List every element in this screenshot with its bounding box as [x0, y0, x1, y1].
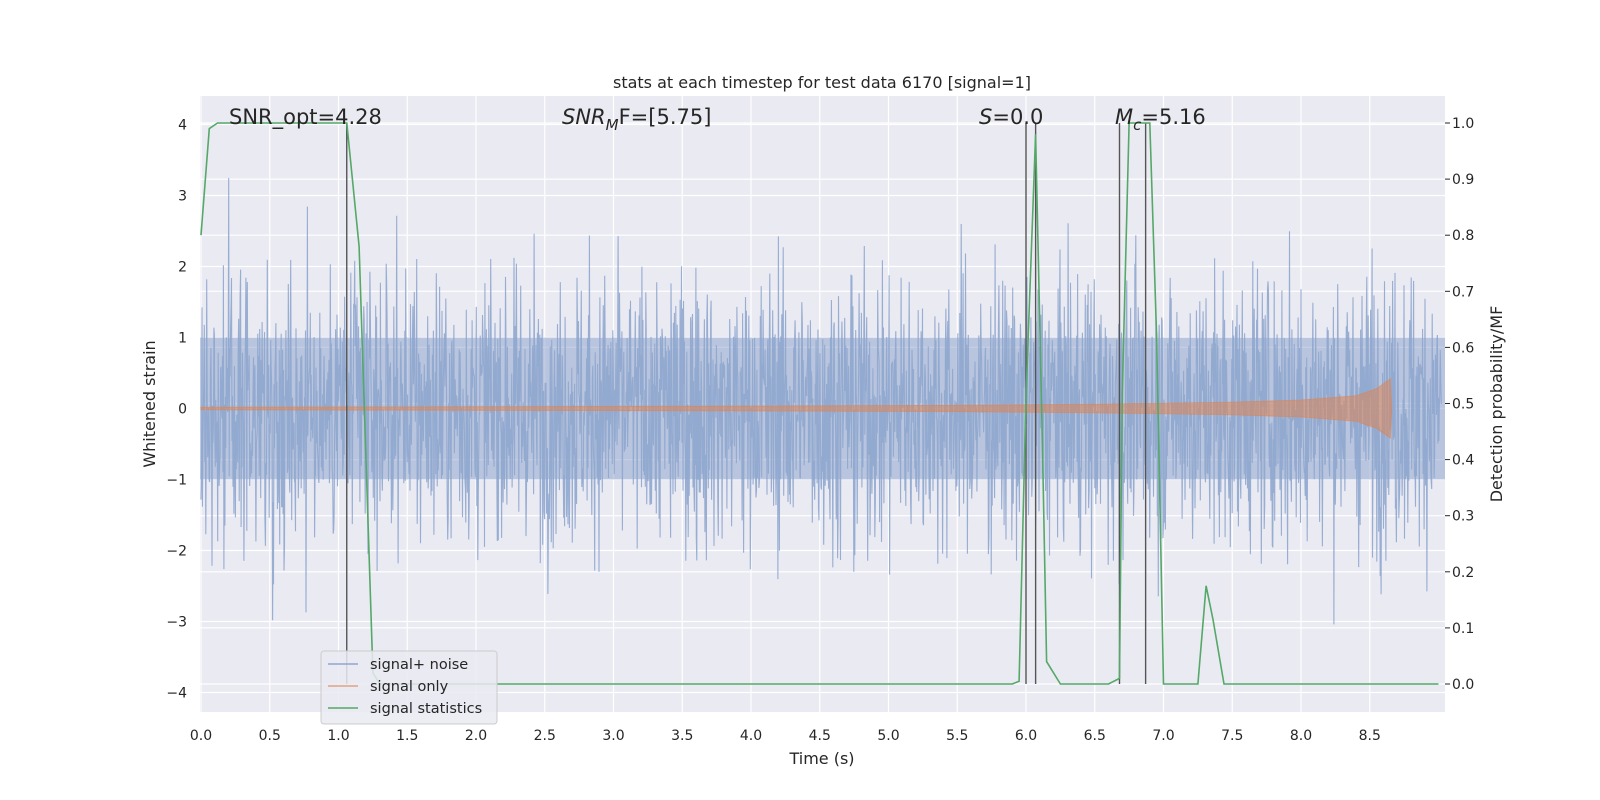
x-tick-label: 3.5 [671, 728, 693, 744]
x-tick-label: 3.0 [602, 728, 624, 744]
y-axis-label-left: Whitened strain [140, 340, 159, 467]
y-tick-label-right: 0.8 [1452, 228, 1474, 244]
y-tick-label-right: 0.3 [1452, 509, 1474, 525]
y-tick-label-right: 0.9 [1452, 172, 1474, 188]
annotation-mc: Mc=5.16 [1115, 105, 1206, 134]
legend-label-signal-plus-noise: signal+ noise [370, 657, 468, 673]
signal-statistics-line [200, 122, 1439, 685]
x-tick-label: 4.5 [809, 728, 831, 744]
legend-label-signal-statistics: signal statistics [370, 701, 482, 717]
x-tick-label: 8.0 [1290, 728, 1312, 744]
legend-box [320, 650, 498, 725]
x-tick-label: 4.0 [740, 728, 762, 744]
legend-label-signal-only: signal only [370, 679, 449, 695]
signal-statistics-series [200, 122, 1439, 685]
tick-labels: 0.0 0.5 1.0 1.5 2.0 2.5 3.0 3.5 4.0 4.5 5.0 5.5 6.0 6… [166, 116, 1474, 744]
y-tick-label-left: −4 [166, 686, 187, 702]
y-tick-label-right: 0.2 [1452, 565, 1474, 581]
x-tick-label: 7.5 [1221, 728, 1243, 744]
x-tick-label: 8.5 [1359, 728, 1381, 744]
y-tick-label-right: 0.4 [1452, 453, 1474, 469]
x-tick-label: 2.0 [465, 728, 487, 744]
x-tick-label: 5.5 [946, 728, 968, 744]
y-tick-label-right: 0.5 [1452, 397, 1474, 413]
y-tick-label-left: 3 [178, 189, 187, 205]
x-tick-label: 1.0 [327, 728, 349, 744]
y-tick-label-right: 0.0 [1452, 677, 1474, 693]
y-tick-label-right: 1.0 [1452, 116, 1474, 132]
annotation-snr-opt: SNR_opt=4.28 [229, 105, 382, 130]
annotation-snr-mf: SNRMF=[5.75] [562, 105, 711, 134]
x-tick-label: 0.0 [190, 728, 212, 744]
annotations: SNR_opt=4.28 SNRMF=[5.75] S=0.0 Mc=5.16 [229, 105, 1206, 134]
chart-title: stats at each timestep for test data 617… [613, 73, 1031, 92]
y-tick-label-left: −3 [166, 615, 187, 631]
y-axis-label-right: Detection probability/MF [1487, 306, 1506, 503]
y-tick-label-left: −2 [166, 544, 187, 560]
x-tick-label: 5.0 [877, 728, 899, 744]
x-tick-label: 7.0 [1152, 728, 1174, 744]
y-tick-label-right: 0.6 [1452, 340, 1474, 356]
x-tick-label: 6.0 [1015, 728, 1037, 744]
y-tick-label-right: 0.1 [1452, 621, 1474, 637]
y-tick-label-left: 2 [178, 260, 187, 276]
x-tick-label: 1.5 [396, 728, 418, 744]
y-tick-label-left: 4 [178, 118, 187, 134]
x-tick-label: 6.5 [1084, 728, 1106, 744]
y-tick-label-left: 1 [178, 331, 187, 347]
annotation-s-stat: S=0.0 [979, 105, 1043, 129]
y-tick-label-left: −1 [166, 473, 187, 489]
y-tick-label-right: 0.7 [1452, 284, 1474, 300]
x-axis-label: Time (s) [788, 749, 854, 768]
legend: signal+ noise signal only signal statist… [320, 650, 498, 725]
signal-plus-noise-line [200, 177, 1442, 625]
x-tick-label: 0.5 [259, 728, 281, 744]
x-tick-label: 2.5 [534, 728, 556, 744]
y-tick-label-left: 0 [178, 402, 187, 418]
